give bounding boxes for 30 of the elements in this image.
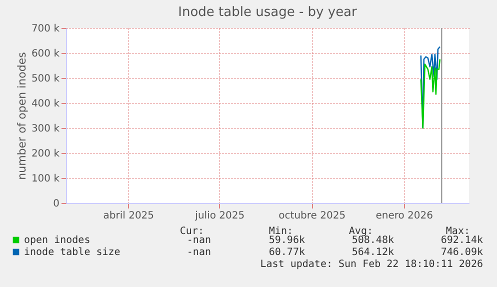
y-tick-label: 100 k <box>31 174 60 184</box>
text: Max: <box>446 226 470 237</box>
legend-label: inode table size <box>24 247 120 258</box>
text: 746.09k <box>440 247 483 258</box>
y-tick-label: 200 k <box>31 148 60 160</box>
x-tick-label: abril 2025 <box>103 210 154 222</box>
text: Cur: <box>180 226 204 237</box>
y-tick-label: 0 <box>53 198 60 210</box>
chart-title: Inode table usage - by year <box>178 5 358 20</box>
text: Min: <box>268 226 293 237</box>
y-tick-label: 600 k <box>31 48 60 60</box>
text: 564.12k <box>352 247 394 258</box>
text: -nan <box>186 235 211 246</box>
y-tick-label: 500 k <box>31 74 60 84</box>
line-series <box>420 58 441 129</box>
x-tick-label: octubre 2025 <box>278 210 346 222</box>
y-tick-label: 700 k <box>31 24 60 34</box>
text: 59.96k <box>268 235 305 246</box>
text: Avg: <box>348 226 373 237</box>
y-tick-label: 300 k <box>31 124 60 134</box>
x-tick-label: julio 2025 <box>194 210 245 222</box>
y-tick-label: 400 k <box>31 98 60 110</box>
text: Last update: Sun Feb 22 18:10:11 2026 <box>260 259 483 270</box>
x-tick-label: enero 2026 <box>376 210 433 222</box>
text: 692.14k <box>440 235 483 246</box>
y-axis-title: number of open inodes <box>15 52 28 180</box>
text: 508.48k <box>352 235 394 246</box>
text: 60.77k <box>268 247 305 258</box>
legend-label: open inodes <box>24 235 90 246</box>
text: -nan <box>186 247 211 258</box>
